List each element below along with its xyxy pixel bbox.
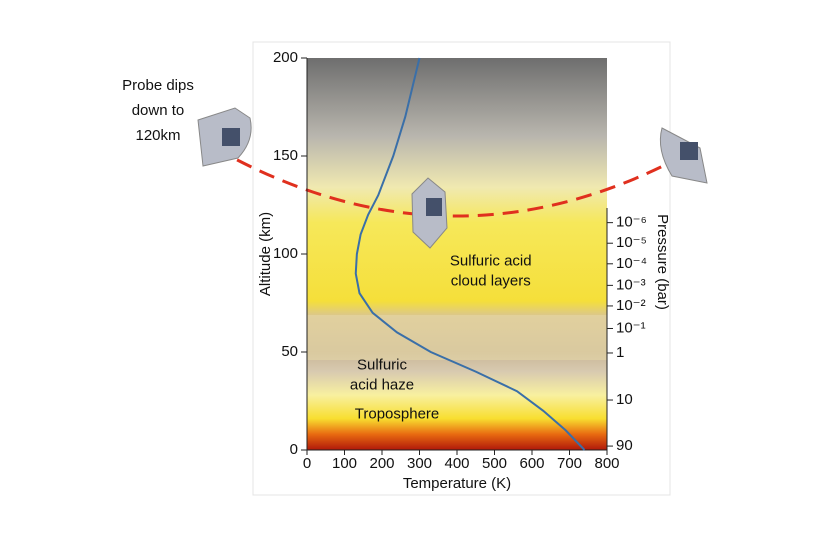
temperature-line — [354, 57, 586, 451]
x-tick-label: 400 — [444, 455, 469, 472]
x-tick-label: 600 — [519, 455, 544, 472]
probe-note: 120km — [135, 127, 180, 144]
probe-right — [659, 127, 708, 184]
x-tick-label: 800 — [594, 455, 619, 472]
y2-tick-label: 10⁻⁴ — [616, 255, 647, 272]
x-tick-label: 700 — [557, 455, 582, 472]
x-tick-label: 300 — [407, 455, 432, 472]
y2-tick-label: 10⁻³ — [616, 276, 646, 293]
y-tick-label: 50 — [281, 343, 298, 360]
y2-tick-label: 10⁻⁵ — [616, 234, 647, 251]
y2-tick-label: 10⁻⁶ — [616, 214, 647, 231]
y2-tick-label: 90 — [616, 437, 633, 454]
y2-tick-label: 10⁻² — [616, 297, 646, 314]
y2-tick-label: 10 — [616, 391, 633, 408]
y-axis-label: Altitude (km) — [257, 212, 274, 296]
annotation: Sulfuric — [357, 356, 408, 373]
annotation: acid haze — [350, 376, 414, 393]
y-tick-label: 100 — [273, 245, 298, 262]
x-tick-label: 0 — [303, 455, 311, 472]
layer: 0 50 100 150 200 0 100 200 300 400 500 600 700 800 10⁻… — [122, 49, 647, 472]
y-tick-label: 200 — [273, 49, 298, 66]
x-tick-label: 500 — [482, 455, 507, 472]
probe-note: Probe dips — [122, 77, 194, 94]
annotation: Sulfuric acid — [450, 253, 532, 270]
y-tick-label: 0 — [290, 441, 298, 458]
y-tick-label: 150 — [273, 147, 298, 164]
x-axis-label: Temperature (K) — [403, 475, 511, 492]
y2-tick-label: 10⁻¹ — [616, 319, 646, 336]
y2-tick-label: 1 — [616, 344, 624, 361]
probe-middle — [411, 177, 448, 249]
x-tick-label: 200 — [369, 455, 394, 472]
probe-note: down to — [132, 102, 185, 119]
cloud-band — [307, 315, 607, 360]
annotation: Troposphere — [355, 406, 440, 423]
x-tick-label: 100 — [332, 455, 357, 472]
probe-left — [197, 107, 252, 167]
y2-axis-label: Pressure (bar) — [654, 214, 671, 310]
annotation: cloud layers — [451, 273, 531, 290]
